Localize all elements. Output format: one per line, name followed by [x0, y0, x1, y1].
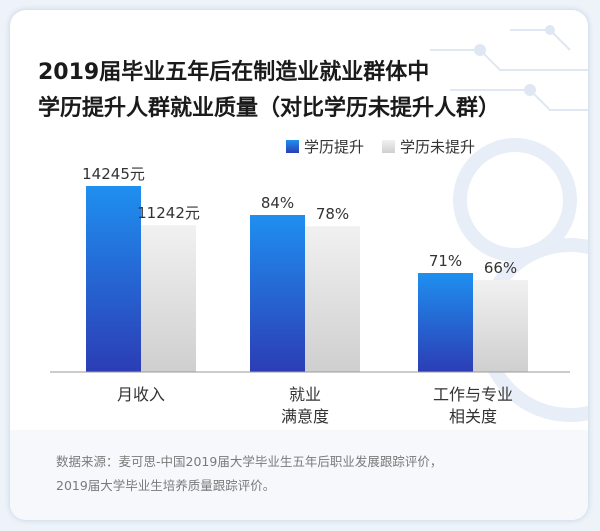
source-note-line1: 数据来源：麦可思-中国2019届大学毕业生五年后职业发展跟踪评价，: [56, 454, 443, 469]
chart-card: 2019届毕业五年后在制造业就业群体中 学历提升人群就业质量（对比学历未提升人群…: [10, 10, 588, 520]
data-label: 84%: [261, 194, 294, 212]
category-label: 月收入: [117, 385, 165, 404]
bar-upgraded-0: [86, 186, 141, 372]
chart-title-line2: 学历提升人群就业质量（对比学历未提升人群）: [38, 96, 501, 121]
gear-background-decoration: [10, 25, 588, 520]
legend: 学历提升 学历未提升: [286, 138, 475, 156]
legend-label-1: 学历未提升: [400, 138, 475, 156]
data-label: 11242元: [137, 204, 200, 222]
bars-group: 14245元 11242元 84% 78% 71% 66%: [82, 165, 528, 372]
bar-upgraded-1: [250, 215, 305, 372]
bar-not-upgraded-2: [473, 279, 528, 372]
data-label: 71%: [429, 252, 462, 270]
bar-chart: 学历提升 学历未提升 14245元 11242元 84% 78% 71% 66% 月收入 就业…: [50, 138, 570, 426]
bar-upgraded-2: [418, 273, 473, 372]
category-label: 就业: [289, 385, 321, 404]
category-label: 工作与专业: [433, 385, 513, 404]
legend-label-0: 学历提升: [304, 138, 364, 156]
chart-title-line1: 2019届毕业五年后在制造业就业群体中: [38, 60, 430, 85]
data-label: 66%: [484, 259, 517, 277]
legend-swatch-0: [286, 140, 299, 153]
category-label: 相关度: [449, 407, 497, 426]
bar-not-upgraded-0: [141, 225, 196, 372]
data-label: 78%: [316, 205, 349, 223]
category-label: 满意度: [281, 407, 329, 426]
data-label: 14245元: [82, 165, 145, 183]
bar-not-upgraded-1: [305, 226, 360, 372]
source-note-line2: 2019届大学毕业生培养质量跟踪评价。: [56, 478, 276, 493]
legend-swatch-1: [382, 140, 395, 153]
